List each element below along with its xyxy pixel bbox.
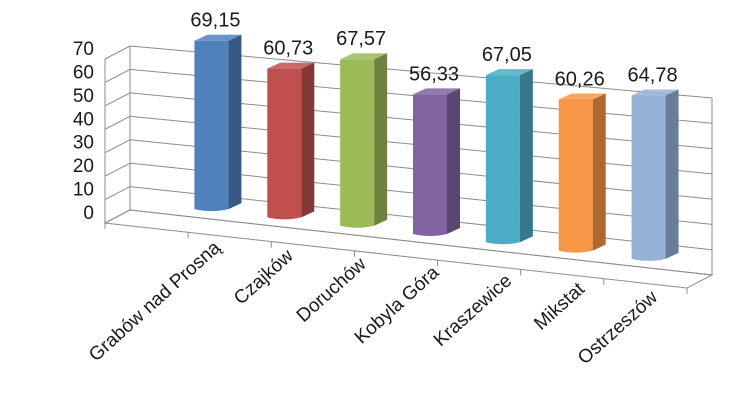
- axes: [103, 46, 714, 294]
- data-label: 56,33: [409, 63, 459, 85]
- y-tick-label: 0: [83, 203, 94, 224]
- data-label: 67,05: [482, 44, 532, 66]
- bar-3: [340, 53, 388, 228]
- bar-front: [413, 94, 447, 236]
- side-gridline-50: [104, 92, 131, 107]
- bar-front: [267, 68, 302, 220]
- bar-side: [592, 93, 606, 251]
- y-tick-label: 70: [73, 39, 94, 60]
- category-label: Doruchów: [293, 254, 371, 327]
- bar-front: [485, 75, 520, 245]
- bar-top: [558, 93, 606, 100]
- bar-5: [485, 69, 533, 245]
- side-gridline-60: [104, 68, 131, 83]
- bar-top: [194, 34, 242, 41]
- y-tick-label: 10: [73, 180, 94, 201]
- category-label: Grabów nad Prosną: [85, 237, 225, 366]
- category-label: Kraszewice: [430, 270, 516, 351]
- side-gridline-10: [104, 186, 131, 201]
- side-gridline-30: [104, 139, 131, 154]
- bar-side: [301, 62, 315, 218]
- data-label: 60,26: [555, 68, 605, 90]
- y-tick-label: 30: [73, 133, 94, 154]
- data-label: 67,57: [336, 28, 386, 50]
- side-gridline-40: [104, 115, 131, 130]
- bar-side: [374, 53, 388, 226]
- bars: [194, 34, 679, 261]
- bar-4: [413, 88, 460, 236]
- category-label: Mikstat: [530, 278, 589, 334]
- bar-top: [267, 62, 315, 69]
- data-label: 60,73: [263, 38, 313, 60]
- side-gridline-20: [104, 162, 131, 177]
- y-tick-label: 60: [73, 62, 94, 83]
- bar-front: [558, 99, 593, 253]
- bar-side: [228, 34, 242, 210]
- y-tick-label: 20: [73, 156, 94, 177]
- bar-2: [267, 62, 315, 220]
- side-gridline-70: [104, 45, 131, 60]
- y-tick-label: 50: [73, 86, 94, 107]
- bar-front: [631, 95, 666, 261]
- bar-side: [447, 88, 460, 234]
- bar-6: [558, 93, 606, 253]
- bar-front: [194, 40, 229, 212]
- y-tick-label: 40: [73, 109, 94, 130]
- bar-top: [485, 69, 533, 76]
- bar-top: [413, 88, 460, 95]
- bar-top: [631, 89, 679, 96]
- category-label: Ostrzeszów: [574, 287, 662, 369]
- bar-front: [340, 59, 375, 228]
- bar-side: [665, 89, 679, 259]
- data-label: 69,15: [190, 10, 240, 32]
- bar-top: [340, 53, 388, 60]
- bar-7: [631, 89, 679, 261]
- data-label: 64,78: [628, 65, 678, 87]
- bar-1: [194, 34, 242, 212]
- bar-side: [519, 69, 533, 243]
- category-label: Czajków: [230, 245, 298, 309]
